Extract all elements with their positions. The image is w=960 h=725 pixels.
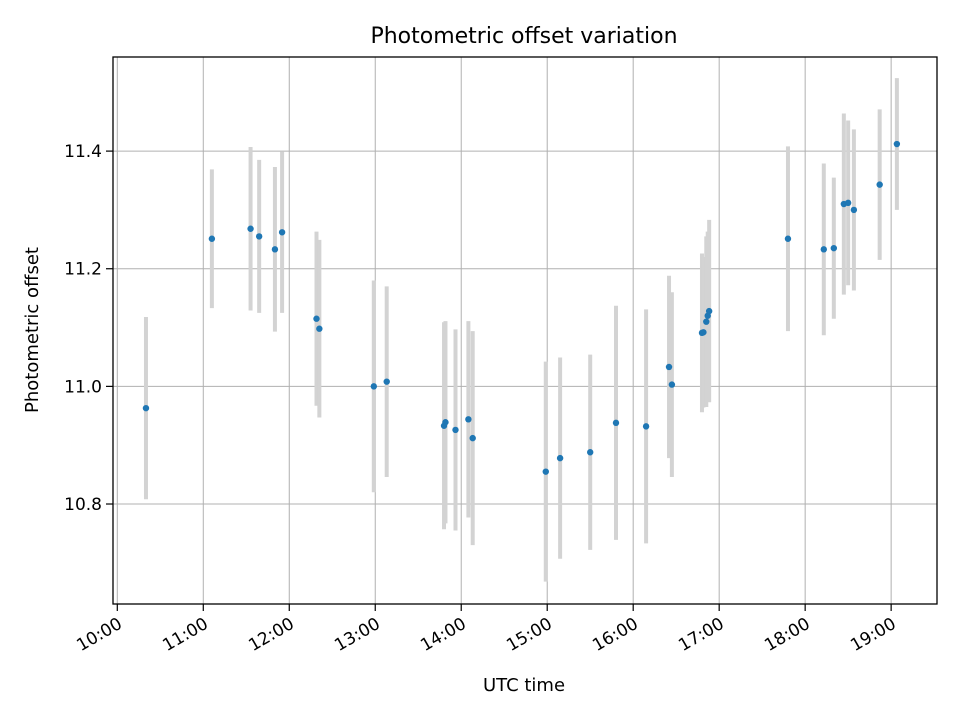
data-point xyxy=(465,416,472,423)
data-point xyxy=(469,434,476,442)
data-point xyxy=(316,325,323,332)
data-point xyxy=(668,381,676,388)
data-point xyxy=(700,329,707,336)
data-points xyxy=(142,140,901,475)
data-point xyxy=(255,233,263,240)
data-point xyxy=(830,244,838,252)
data-point xyxy=(665,363,673,371)
y-axis-label: Photometric offset xyxy=(22,247,43,413)
data-point xyxy=(313,315,320,322)
data-point xyxy=(820,246,827,253)
data-point xyxy=(370,383,378,390)
data-point xyxy=(142,404,150,412)
data-point xyxy=(844,199,852,207)
data-point xyxy=(642,423,650,430)
data-point xyxy=(208,235,216,242)
y-tick-label: 11.2 xyxy=(64,260,102,280)
y-axis-ticks: 10.8 11.0 11.2 11.4 xyxy=(64,142,113,515)
data-point xyxy=(703,318,710,325)
data-point xyxy=(383,378,390,385)
grid-lines xyxy=(113,57,937,604)
data-point xyxy=(587,449,594,456)
data-point xyxy=(784,235,792,242)
y-tick-label: 10.8 xyxy=(64,495,102,515)
data-point xyxy=(278,229,286,236)
y-tick-label: 11.0 xyxy=(64,377,102,397)
data-point xyxy=(705,307,713,315)
data-point xyxy=(542,468,549,475)
x-axis-label: UTC time xyxy=(483,675,565,696)
data-point xyxy=(876,181,883,188)
data-point xyxy=(850,206,858,214)
data-point xyxy=(271,246,279,253)
data-point xyxy=(452,426,459,434)
plot-area-frame xyxy=(112,56,938,605)
data-point xyxy=(247,225,254,232)
data-point xyxy=(612,419,620,427)
chart-title: Photometric offset variation xyxy=(370,24,677,49)
data-point xyxy=(442,419,449,426)
data-point xyxy=(893,140,901,148)
data-point xyxy=(556,454,564,462)
y-tick-label: 11.4 xyxy=(64,142,102,162)
